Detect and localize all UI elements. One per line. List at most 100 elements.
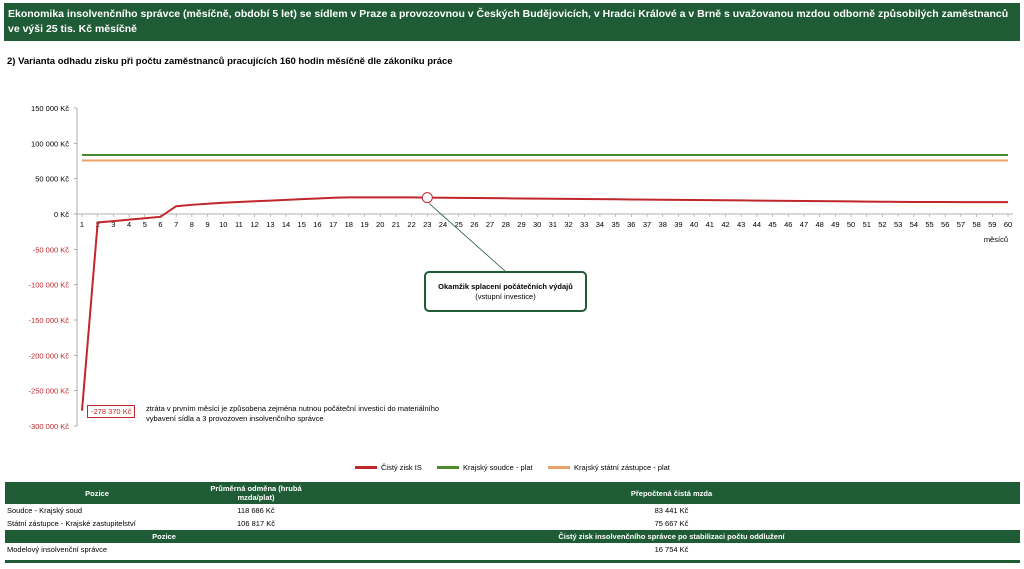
y-tick-label: 50 000 Kč bbox=[35, 175, 69, 184]
callout-title: Okamžik splacení počátečních výdajů bbox=[438, 282, 573, 291]
x-tick-label: 60 bbox=[1004, 220, 1012, 229]
x-tick-label: 22 bbox=[407, 220, 415, 229]
col-header-position: Pozice bbox=[5, 482, 189, 504]
x-tick-label: 48 bbox=[815, 220, 823, 229]
bottom-bar bbox=[5, 560, 1020, 563]
x-tick-label: 57 bbox=[957, 220, 965, 229]
first-month-value-label: -278 370 Kč bbox=[87, 405, 136, 418]
col-header-position-2: Pozice bbox=[5, 530, 323, 543]
x-tick-label: 40 bbox=[690, 220, 698, 229]
y-tick-label: 150 000 Kč bbox=[31, 104, 69, 113]
legend-swatch-prosecutor-salary bbox=[548, 466, 570, 469]
x-tick-label: 55 bbox=[925, 220, 933, 229]
y-tick-label: -150 000 Kč bbox=[29, 316, 70, 325]
cell-position: Modelový insolvenční správce bbox=[7, 545, 108, 554]
col-header-net-pay: Přepočtená čistá mzda bbox=[323, 482, 1020, 504]
y-tick-label: 0 Kč bbox=[54, 210, 69, 219]
x-tick-label: 54 bbox=[910, 220, 918, 229]
table-row: Soudce - Krajský soud 118 686 Kč 83 441 … bbox=[5, 504, 1020, 517]
x-tick-label: 6 bbox=[158, 220, 162, 229]
report-header: Ekonomika insolvenčního správce (měsíčně… bbox=[4, 3, 1020, 41]
x-tick-label: 32 bbox=[564, 220, 572, 229]
x-tick-label: 9 bbox=[205, 220, 209, 229]
x-tick-label: 24 bbox=[439, 220, 447, 229]
series-line-net-profit bbox=[81, 196, 1009, 411]
x-tick-label: 20 bbox=[376, 220, 384, 229]
x-tick-label: 34 bbox=[596, 220, 604, 229]
chart-legend: Čistý zisk IS Krajský soudce - plat Kraj… bbox=[0, 463, 1024, 475]
x-tick-label: 11 bbox=[235, 220, 243, 229]
cell-net-profit: 16 754 Kč bbox=[654, 545, 689, 554]
cell-position: Soudce - Krajský soud bbox=[7, 506, 83, 515]
legend-item-prosecutor-salary: Krajský státní zástupce - plat bbox=[548, 463, 670, 472]
x-tick-label: 58 bbox=[972, 220, 980, 229]
x-tick-label: 33 bbox=[580, 220, 588, 229]
x-tick-label: 3 bbox=[111, 220, 115, 229]
legend-swatch-judge-salary bbox=[437, 466, 459, 469]
legend-item-judge-salary: Krajský soudce - plat bbox=[437, 463, 533, 472]
x-tick-label: 5 bbox=[143, 220, 147, 229]
salary-comparison-table: Pozice Průměrná odměna (hrubá mzda/plat)… bbox=[5, 482, 1020, 556]
x-tick-label: 49 bbox=[831, 220, 839, 229]
x-tick-label: 38 bbox=[659, 220, 667, 229]
x-tick-label: 37 bbox=[643, 220, 651, 229]
x-tick-label: 53 bbox=[894, 220, 902, 229]
col-header-net-profit: Čistý zisk insolvenčního správce po stab… bbox=[323, 530, 1020, 543]
x-tick-label: 51 bbox=[863, 220, 871, 229]
cell-net-pay: 75 667 Kč bbox=[654, 519, 689, 528]
y-tick-label: 100 000 Kč bbox=[31, 139, 69, 148]
cell-net-pay: 83 441 Kč bbox=[654, 506, 689, 515]
y-tick-label: -50 000 Kč bbox=[33, 245, 70, 254]
table-header-row-2: Pozice Čistý zisk insolvenčního správce … bbox=[5, 530, 1020, 543]
x-tick-label: 56 bbox=[941, 220, 949, 229]
x-tick-label: 17 bbox=[329, 220, 337, 229]
table-row: Státní zástupce - Krajské zastupitelství… bbox=[5, 517, 1020, 530]
callout-subtitle: (vstupní investice) bbox=[475, 292, 536, 301]
x-tick-label: 29 bbox=[517, 220, 525, 229]
x-tick-label: 52 bbox=[878, 220, 886, 229]
x-tick-label: 19 bbox=[360, 220, 368, 229]
x-tick-label: 42 bbox=[721, 220, 729, 229]
x-tick-label: 21 bbox=[392, 220, 400, 229]
col-header-avg-pay: Průměrná odměna (hrubá mzda/plat) bbox=[189, 482, 323, 504]
payback-marker bbox=[421, 192, 433, 204]
x-tick-label: 35 bbox=[611, 220, 619, 229]
loss-note: ztráta v prvním měsíci je způsobena zejm… bbox=[146, 404, 440, 423]
x-axis-title: měsíců bbox=[984, 235, 1008, 244]
y-tick-label: -100 000 Kč bbox=[29, 281, 70, 290]
x-tick-label: 23 bbox=[423, 220, 431, 229]
x-tick-label: 10 bbox=[219, 220, 227, 229]
x-tick-label: 16 bbox=[313, 220, 321, 229]
report-title: Ekonomika insolvenčního správce (měsíčně… bbox=[8, 8, 1009, 35]
x-tick-label: 25 bbox=[455, 220, 463, 229]
callout-leader-line bbox=[429, 203, 506, 272]
profit-line-chart: 150 000 Kč 100 000 Kč 50 000 Kč 0 Kč -50 000… bbox=[29, 104, 1013, 431]
payback-callout: Okamžik splacení počátečních výdajů (vst… bbox=[424, 271, 587, 312]
y-tick-label: -300 000 Kč bbox=[29, 422, 70, 431]
x-tick-label: 26 bbox=[470, 220, 478, 229]
legend-label-judge-salary: Krajský soudce - plat bbox=[463, 463, 533, 472]
x-tick-label: 47 bbox=[800, 220, 808, 229]
x-tick-label: 12 bbox=[250, 220, 258, 229]
x-tick-label: 59 bbox=[988, 220, 996, 229]
cell-avg-pay: 106 817 Kč bbox=[237, 519, 275, 528]
cell-position: Státní zástupce - Krajské zastupitelství bbox=[7, 519, 136, 528]
legend-label-net-profit: Čistý zisk IS bbox=[381, 463, 422, 472]
legend-swatch-net-profit bbox=[355, 466, 377, 469]
table-row: Modelový insolvenční správce 16 754 Kč bbox=[5, 543, 1020, 556]
x-tick-label: 44 bbox=[753, 220, 761, 229]
x-tick-label: 1 bbox=[80, 220, 84, 229]
x-tick-label: 18 bbox=[345, 220, 353, 229]
x-tick-label: 15 bbox=[298, 220, 306, 229]
x-tick-label: 36 bbox=[627, 220, 635, 229]
x-tick-label: 41 bbox=[706, 220, 714, 229]
x-tick-label: 7 bbox=[174, 220, 178, 229]
x-tick-label: 30 bbox=[533, 220, 541, 229]
x-tick-label: 8 bbox=[190, 220, 194, 229]
y-tick-label: -250 000 Kč bbox=[29, 387, 70, 396]
x-tick-label: 43 bbox=[737, 220, 745, 229]
x-tick-label: 46 bbox=[784, 220, 792, 229]
x-tick-label: 28 bbox=[502, 220, 510, 229]
legend-label-prosecutor-salary: Krajský státní zástupce - plat bbox=[574, 463, 670, 472]
x-tick-label: 50 bbox=[847, 220, 855, 229]
